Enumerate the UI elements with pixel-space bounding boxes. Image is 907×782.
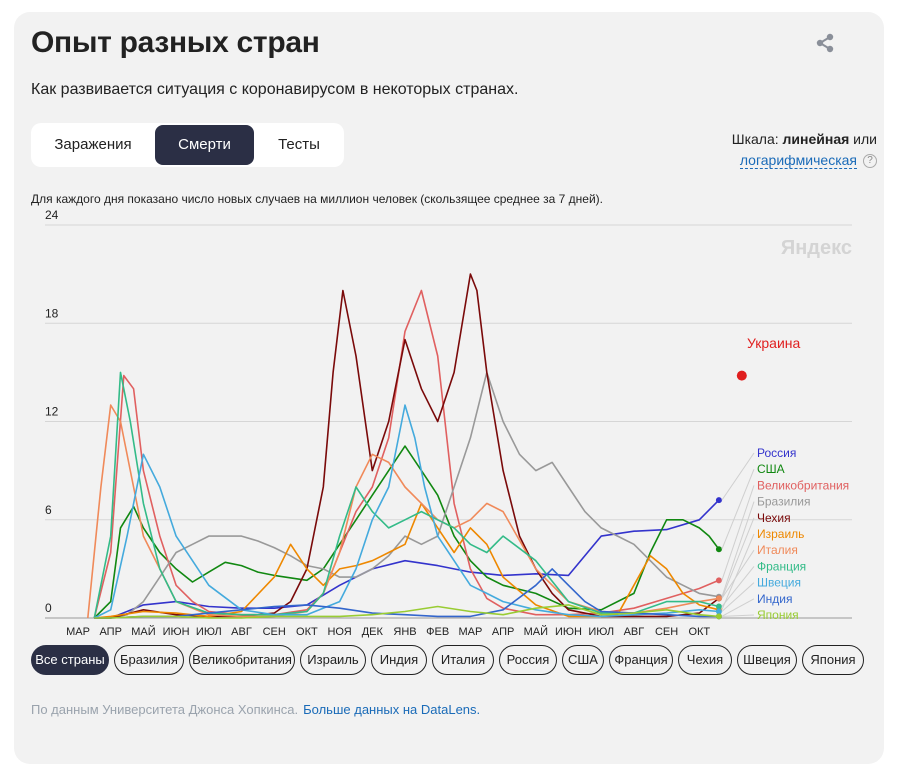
series-end-point-1 [715,546,722,553]
x-tick-label: АВГ [231,626,252,638]
x-tick-label: МАЙ [131,625,155,638]
datalens-link[interactable]: Больше данных на DataLens. [303,702,481,717]
x-tick-label: ОКТ [296,626,318,638]
filter-2[interactable]: Великобритания [189,645,295,675]
x-tick-label: ИЮЛ [588,626,614,638]
page-title: Опыт разных стран [31,26,320,59]
series-end-point-10 [715,613,722,620]
filter-6[interactable]: Россия [499,645,557,675]
y-tick-label: 12 [45,405,59,419]
series-label-6: Италия [757,543,798,557]
scale-prefix: Шкала: [731,131,783,147]
filter-11[interactable]: Япония [802,645,864,675]
x-tick-label: СЕН [655,626,678,638]
ukraine-label: Украина [747,335,801,351]
chart-note: Для каждого дня показано число новых слу… [31,192,603,206]
scale-current: линейная [782,131,850,147]
ukraine-point [736,370,747,381]
series-label-1: США [757,462,785,476]
footer: По данным Университета Джонса Хопкинса. Б… [31,702,480,717]
series-label-3: Бразилия [757,495,811,509]
series-leader-10 [721,614,755,617]
series-end-point-8 [715,608,722,615]
filter-9[interactable]: Чехия [678,645,732,675]
series-label-7: Франция [757,559,806,573]
series-leader-0 [721,452,755,501]
scale-log-link[interactable]: логарифмическая [739,152,857,169]
series-label-0: Россия [757,446,796,460]
yandex-watermark: Яндекс [781,237,852,259]
filter-1[interactable]: Бразилия [114,645,184,675]
filter-4[interactable]: Индия [371,645,427,675]
series-end-point-0 [715,497,722,504]
page-subtitle: Как развивается ситуация с коронавирусом… [31,81,519,98]
y-tick-label: 6 [45,503,52,517]
series-line-10 [94,604,719,619]
series-leader-8 [721,582,755,612]
x-tick-label: АВГ [624,626,645,638]
tab-infections[interactable]: Заражения [54,136,132,153]
series-line-8 [93,404,719,619]
x-tick-label: МАР [66,626,90,638]
tab-deaths[interactable]: Смерти [155,125,254,165]
series-label-10: Япония [757,608,799,622]
series-leader-5 [721,533,755,611]
series-label-9: Индия [757,592,792,606]
help-icon[interactable]: ? [863,154,877,169]
series-line-1 [93,445,720,619]
y-tick-label: 18 [45,306,59,320]
x-tick-label: ДЕК [362,626,384,638]
x-tick-label: ИЮЛ [196,626,222,638]
filter-5[interactable]: Италия [432,645,494,675]
x-tick-label: АПР [99,626,121,638]
x-tick-label: ИЮН [163,626,190,638]
series-leader-2 [721,485,755,581]
series-leader-1 [721,469,755,550]
filter-3[interactable]: Израиль [300,645,366,675]
filter-10[interactable]: Швеция [737,645,797,675]
metric-tabs: Заражения Смерти Тесты [31,123,344,167]
series-line-0 [94,499,720,619]
series-end-point-2 [715,577,722,584]
y-tick-label: 24 [45,208,59,222]
series-label-4: Чехия [757,511,791,525]
series-label-2: Великобритания [757,478,849,492]
tab-tests[interactable]: Тесты [278,136,320,153]
x-tick-label: ИЮН [555,626,582,638]
filter-8[interactable]: Франция [609,645,673,675]
filter-0[interactable]: Все страны [31,645,109,675]
series-leader-3 [721,501,755,597]
scale-switch: Шкала: линейная или логарифмическая? [732,129,877,171]
series-leader-6 [721,549,755,599]
x-tick-label: НОЯ [327,626,351,638]
series-line-6 [87,404,720,619]
series-leader-9 [721,598,755,617]
series-end-point-7 [715,603,722,610]
series-end-point-6 [715,595,722,602]
x-tick-label: АПР [492,626,514,638]
x-tick-label: СЕН [263,626,286,638]
series-line-9 [94,568,719,619]
x-tick-label: ЯНВ [393,626,416,638]
scale-or: или [849,131,877,147]
series-line-7 [93,371,720,619]
x-tick-label: ОКТ [688,626,710,638]
x-tick-label: МАЙ [524,625,548,638]
series-leader-7 [721,566,755,607]
deaths-chart: 0 6 12 18 24 МАР АПР МАЙ ИЮН ИЮЛ АВГ СЕН ОКТ НОЯ ДЕК ЯН… [45,208,852,638]
source-text: По данным Университета Джонса Хопкинса. [31,702,299,717]
series-label-5: Израиль [757,527,804,541]
share-icon[interactable] [814,32,836,54]
series-label-8: Швеция [757,576,801,590]
filter-7[interactable]: США [562,645,604,675]
x-tick-label: ФЕВ [426,626,449,638]
y-tick-label: 0 [45,601,52,615]
x-tick-label: МАР [458,626,482,638]
series-line-3 [94,371,720,619]
series-leader-4 [721,517,755,599]
series-line-2 [93,289,720,619]
